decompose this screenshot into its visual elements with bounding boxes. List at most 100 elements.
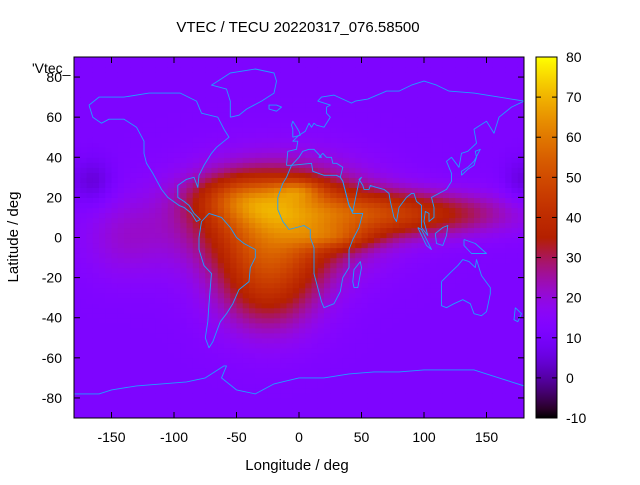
heatmap-cell [142,247,150,254]
heatmap-cell [455,327,463,334]
heatmap-cell [342,157,350,163]
heatmap-cell [449,112,456,118]
heatmap-cell [336,82,344,88]
heatmap-cell [149,397,156,404]
heatmap-cell [374,127,381,133]
heatmap-cell [211,282,219,289]
heatmap-cell [405,242,413,249]
heatmap-cell [399,262,406,269]
heatmap-cell [117,92,125,98]
heatmap-cell [155,272,163,279]
heatmap-cell [180,247,188,254]
heatmap-cell [461,132,469,138]
heatmap-cell [155,312,163,319]
heatmap-cell [124,212,131,219]
heatmap-cell [461,57,469,63]
heatmap-cell [324,162,331,168]
heatmap-cell [324,322,331,329]
heatmap-cell [336,127,344,133]
heatmap-cell [155,302,163,309]
heatmap-cell [105,222,113,229]
heatmap-cell [292,407,300,414]
heatmap-cell [174,247,181,254]
heatmap-cell [292,387,300,394]
heatmap-cell [180,352,188,359]
heatmap-cell [349,317,356,324]
heatmap-cell [149,372,156,379]
heatmap-cell [449,167,456,173]
heatmap-cell [349,282,356,289]
heatmap-cell [192,242,200,249]
heatmap-cell [424,87,431,93]
heatmap-cell [317,122,325,128]
heatmap-cell [367,282,375,289]
heatmap-cell [130,62,138,68]
heatmap-cell [111,112,119,118]
heatmap-cell [242,72,250,78]
heatmap-cell [80,82,88,88]
heatmap-cell [380,312,388,319]
heatmap-cell [380,92,388,98]
heatmap-cell [205,77,213,83]
heatmap-cell [330,272,338,279]
heatmap-cell [505,277,513,284]
heatmap-cell [386,72,394,78]
heatmap-cell [374,387,381,394]
heatmap-cell [330,72,338,78]
heatmap-cell [292,217,300,224]
heatmap-cell [236,357,244,364]
heatmap-cell [299,382,306,389]
heatmap-cell [367,347,375,354]
heatmap-cell [261,132,269,138]
heatmap-cell [267,62,275,68]
heatmap-cell [274,127,281,133]
heatmap-cell [442,72,450,78]
heatmap-cell [467,157,475,163]
heatmap-cell [355,407,363,414]
heatmap-cell [449,272,456,279]
heatmap-cell [111,302,119,309]
heatmap-cell [230,152,238,158]
heatmap-cell [317,247,325,254]
heatmap-cell [286,132,294,138]
heatmap-cell [80,232,88,239]
heatmap-cell [80,192,88,198]
heatmap-cell [249,412,256,418]
heatmap-cell [117,227,125,234]
heatmap-cell [380,292,388,299]
heatmap-cell [449,152,456,158]
heatmap-cell [336,157,344,163]
heatmap-cell [374,122,381,128]
heatmap-cell [486,252,494,259]
heatmap-cell [430,237,438,244]
heatmap-cell [261,267,269,274]
heatmap-cell [261,217,269,224]
heatmap-cell [261,82,269,88]
heatmap-cell [280,82,288,88]
heatmap-cell [155,57,163,63]
heatmap-cell [324,302,331,309]
heatmap-cell [105,392,113,399]
heatmap-cell [405,112,413,118]
heatmap-cell [442,367,450,374]
heatmap-cell [499,407,506,414]
heatmap-cell [299,302,306,309]
heatmap-cell [242,312,250,319]
heatmap-cell [149,92,156,98]
heatmap-cell [236,57,244,63]
heatmap-cell [74,237,81,244]
heatmap-cell [136,237,144,244]
heatmap-cell [386,187,394,193]
heatmap-cell [386,217,394,224]
heatmap-cell [411,72,419,78]
heatmap-cell [217,87,225,93]
heatmap-cell [317,182,325,188]
heatmap-cell [242,337,250,344]
heatmap-cell [217,332,225,339]
heatmap-cell [261,307,269,314]
heatmap-cell [136,77,144,83]
heatmap-cell [280,67,288,73]
heatmap-cell [367,312,375,319]
heatmap-cell [136,67,144,73]
heatmap-cell [86,72,94,78]
